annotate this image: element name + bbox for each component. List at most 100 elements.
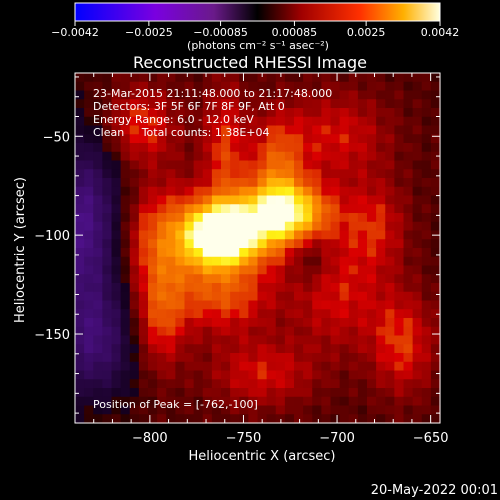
heatmap-cell <box>421 230 432 240</box>
heatmap-cell <box>248 221 259 232</box>
heatmap-cell <box>230 318 240 328</box>
heatmap-cell <box>157 239 167 249</box>
heatmap-cell <box>339 370 350 380</box>
heatmap-cell <box>357 90 368 100</box>
heatmap-cell <box>430 160 441 170</box>
heatmap-cell <box>175 178 186 188</box>
heatmap-cell <box>294 370 304 380</box>
heatmap-cell <box>321 169 332 179</box>
heatmap-cell <box>148 116 158 127</box>
heatmap-cell <box>230 265 240 275</box>
heatmap-cell <box>330 300 341 310</box>
heatmap-cell <box>166 239 176 249</box>
heatmap-cell <box>248 396 259 407</box>
heatmap-cell <box>202 221 213 232</box>
heatmap-cell <box>321 204 332 214</box>
heatmap-cell <box>184 291 195 302</box>
heatmap-cell <box>175 370 186 380</box>
heatmap-cell <box>111 405 122 415</box>
heatmap-cell <box>221 265 231 275</box>
heatmap-cell <box>157 396 167 407</box>
heatmap-cell <box>330 326 341 337</box>
heatmap-cell <box>312 335 322 345</box>
heatmap-cell <box>148 90 158 100</box>
heatmap-cell <box>294 405 304 415</box>
heatmap-cell <box>330 388 341 398</box>
heatmap-cell <box>303 239 313 249</box>
heatmap-cell <box>84 73 94 83</box>
heatmap-cell <box>266 274 277 284</box>
heatmap-cell <box>339 335 350 345</box>
heatmap-cell <box>75 256 85 267</box>
heatmap-cell <box>202 169 213 179</box>
heatmap-cell <box>403 414 414 424</box>
heatmap-cell <box>211 160 222 170</box>
heatmap-cell <box>230 90 240 100</box>
heatmap-cell <box>138 239 149 249</box>
heatmap-cell <box>93 90 103 100</box>
heatmap-cell <box>138 405 149 415</box>
heatmap-cell <box>266 81 277 92</box>
heatmap-cell <box>202 274 213 284</box>
heatmap-cell <box>430 256 441 267</box>
heatmap-cell <box>412 239 423 249</box>
heatmap-cell <box>75 248 85 258</box>
heatmap-cell <box>175 73 186 83</box>
heatmap-cell <box>129 361 140 372</box>
heatmap-cell <box>385 230 395 240</box>
heatmap-cell <box>148 160 158 170</box>
heatmap-cell <box>221 178 231 188</box>
heatmap-cell <box>421 274 432 284</box>
heatmap-cell <box>148 169 158 179</box>
heatmap-cell <box>303 178 313 188</box>
heatmap-cell <box>184 230 195 240</box>
heatmap-cell <box>157 370 167 380</box>
heatmap-cell <box>284 125 295 135</box>
heatmap-cell <box>312 283 322 293</box>
heatmap-cell <box>138 256 149 267</box>
heatmap-cell <box>166 221 176 232</box>
heatmap-cell <box>339 151 350 162</box>
heatmap-cell <box>339 134 350 144</box>
heatmap-cell <box>166 230 176 240</box>
heatmap-cell <box>321 370 332 380</box>
heatmap-cell <box>148 221 158 232</box>
heatmap-cell <box>284 178 295 188</box>
heatmap-cell <box>257 90 268 100</box>
heatmap-cell <box>175 335 186 345</box>
heatmap-cell <box>84 204 94 214</box>
heatmap-cell <box>275 405 286 415</box>
heatmap-cell <box>175 230 186 240</box>
heatmap-cell <box>385 221 395 232</box>
heatmap-cell <box>211 108 222 118</box>
heatmap-cell <box>266 213 277 223</box>
heatmap-cell <box>148 230 158 240</box>
heatmap-cell <box>129 388 140 398</box>
heatmap-cell <box>248 309 259 319</box>
heatmap-cell <box>339 388 350 398</box>
heatmap-cell <box>421 134 432 144</box>
heatmap-cell <box>330 90 341 100</box>
heatmap-cell <box>175 361 186 372</box>
heatmap-cell <box>248 213 259 223</box>
heatmap-cell <box>230 274 240 284</box>
heatmap-cell <box>84 265 94 275</box>
heatmap-cell <box>166 213 176 223</box>
heatmap-cell <box>376 318 386 328</box>
heatmap-cell <box>175 344 186 354</box>
heatmap-cell <box>129 256 140 267</box>
heatmap-cell <box>266 90 277 100</box>
heatmap-cell <box>102 160 113 170</box>
heatmap-cell <box>339 414 350 424</box>
heatmap-cell <box>266 370 277 380</box>
heatmap-cell <box>120 361 131 372</box>
heatmap-cell <box>330 274 341 284</box>
heatmap-cell <box>367 414 377 424</box>
heatmap-cell <box>230 125 240 135</box>
heatmap-cell <box>257 318 268 328</box>
heatmap-cell <box>193 151 204 162</box>
heatmap-cell <box>148 326 158 337</box>
heatmap-cell <box>284 195 295 205</box>
heatmap-cell <box>275 370 286 380</box>
heatmap-cell <box>385 326 395 337</box>
